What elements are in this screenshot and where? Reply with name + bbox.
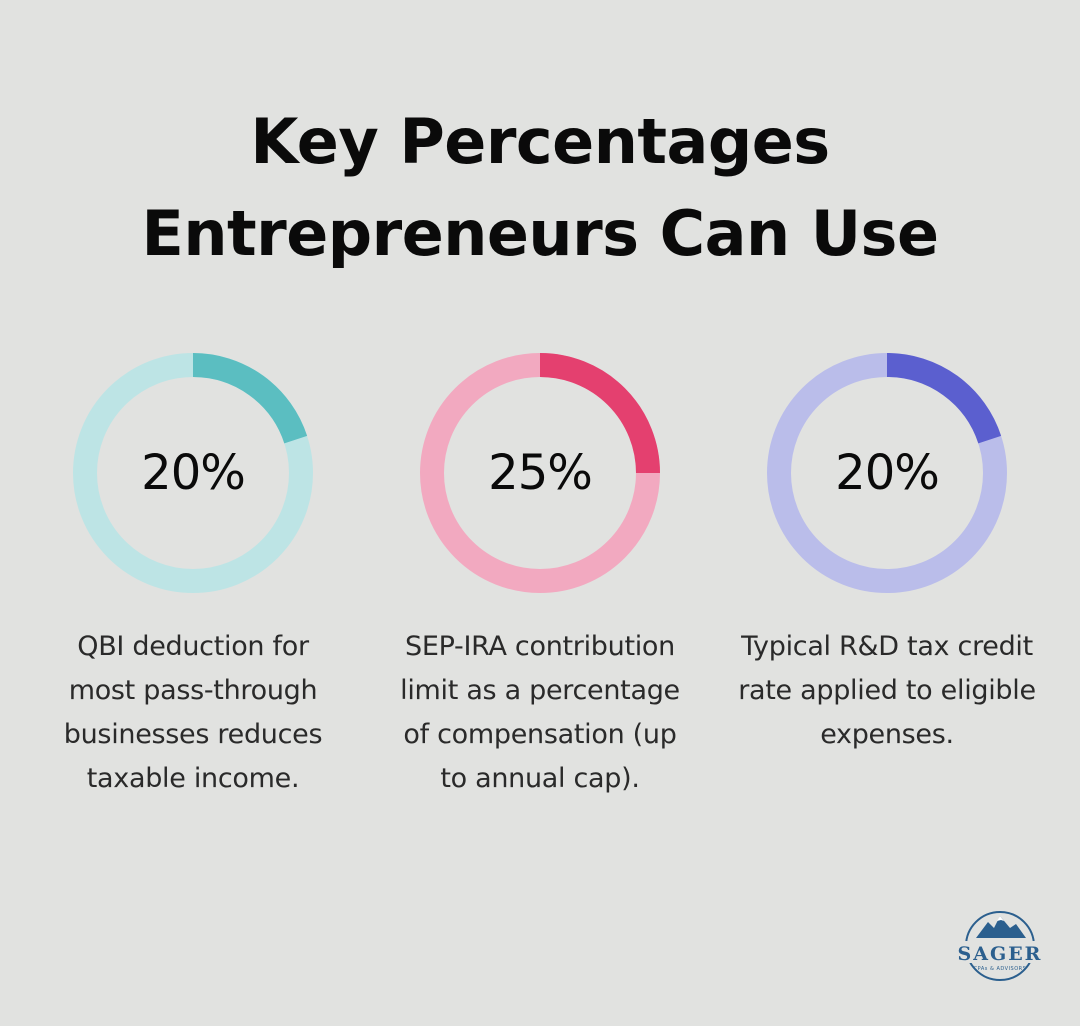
infographic-title: Key Percentages Entrepreneurs Can Use	[0, 96, 1080, 280]
percentage-value: 20%	[141, 445, 246, 501]
stat-description: SEP-IRA contribution limit as a percenta…	[400, 631, 680, 794]
stat-description: QBI deduction for most pass-through busi…	[63, 631, 323, 794]
logo-wordmark: SAGER	[958, 943, 1043, 965]
donut-arc	[886, 353, 1002, 444]
mountain-icon	[976, 916, 1026, 938]
title-line-1: Key Percentages	[250, 105, 830, 178]
title-line-2: Entrepreneurs Can Use	[141, 197, 939, 270]
donut-ring-sep-ira	[420, 353, 660, 593]
donut-ring-qbi	[73, 353, 313, 593]
sager-logo: SAGER CPAs & ADVISORS	[954, 908, 1046, 986]
logo-tagline: CPAs & ADVISORS	[974, 966, 1027, 972]
mountain-snow-icon	[997, 916, 1004, 921]
percentage-value: 20%	[835, 445, 940, 501]
stat-description: Typical R&D tax credit rate applied to e…	[738, 631, 1036, 750]
percentage-value: 25%	[488, 445, 593, 501]
donut-ring-rd-credit	[767, 353, 1007, 593]
donut-arc	[192, 353, 308, 444]
donut-arc	[539, 353, 660, 474]
